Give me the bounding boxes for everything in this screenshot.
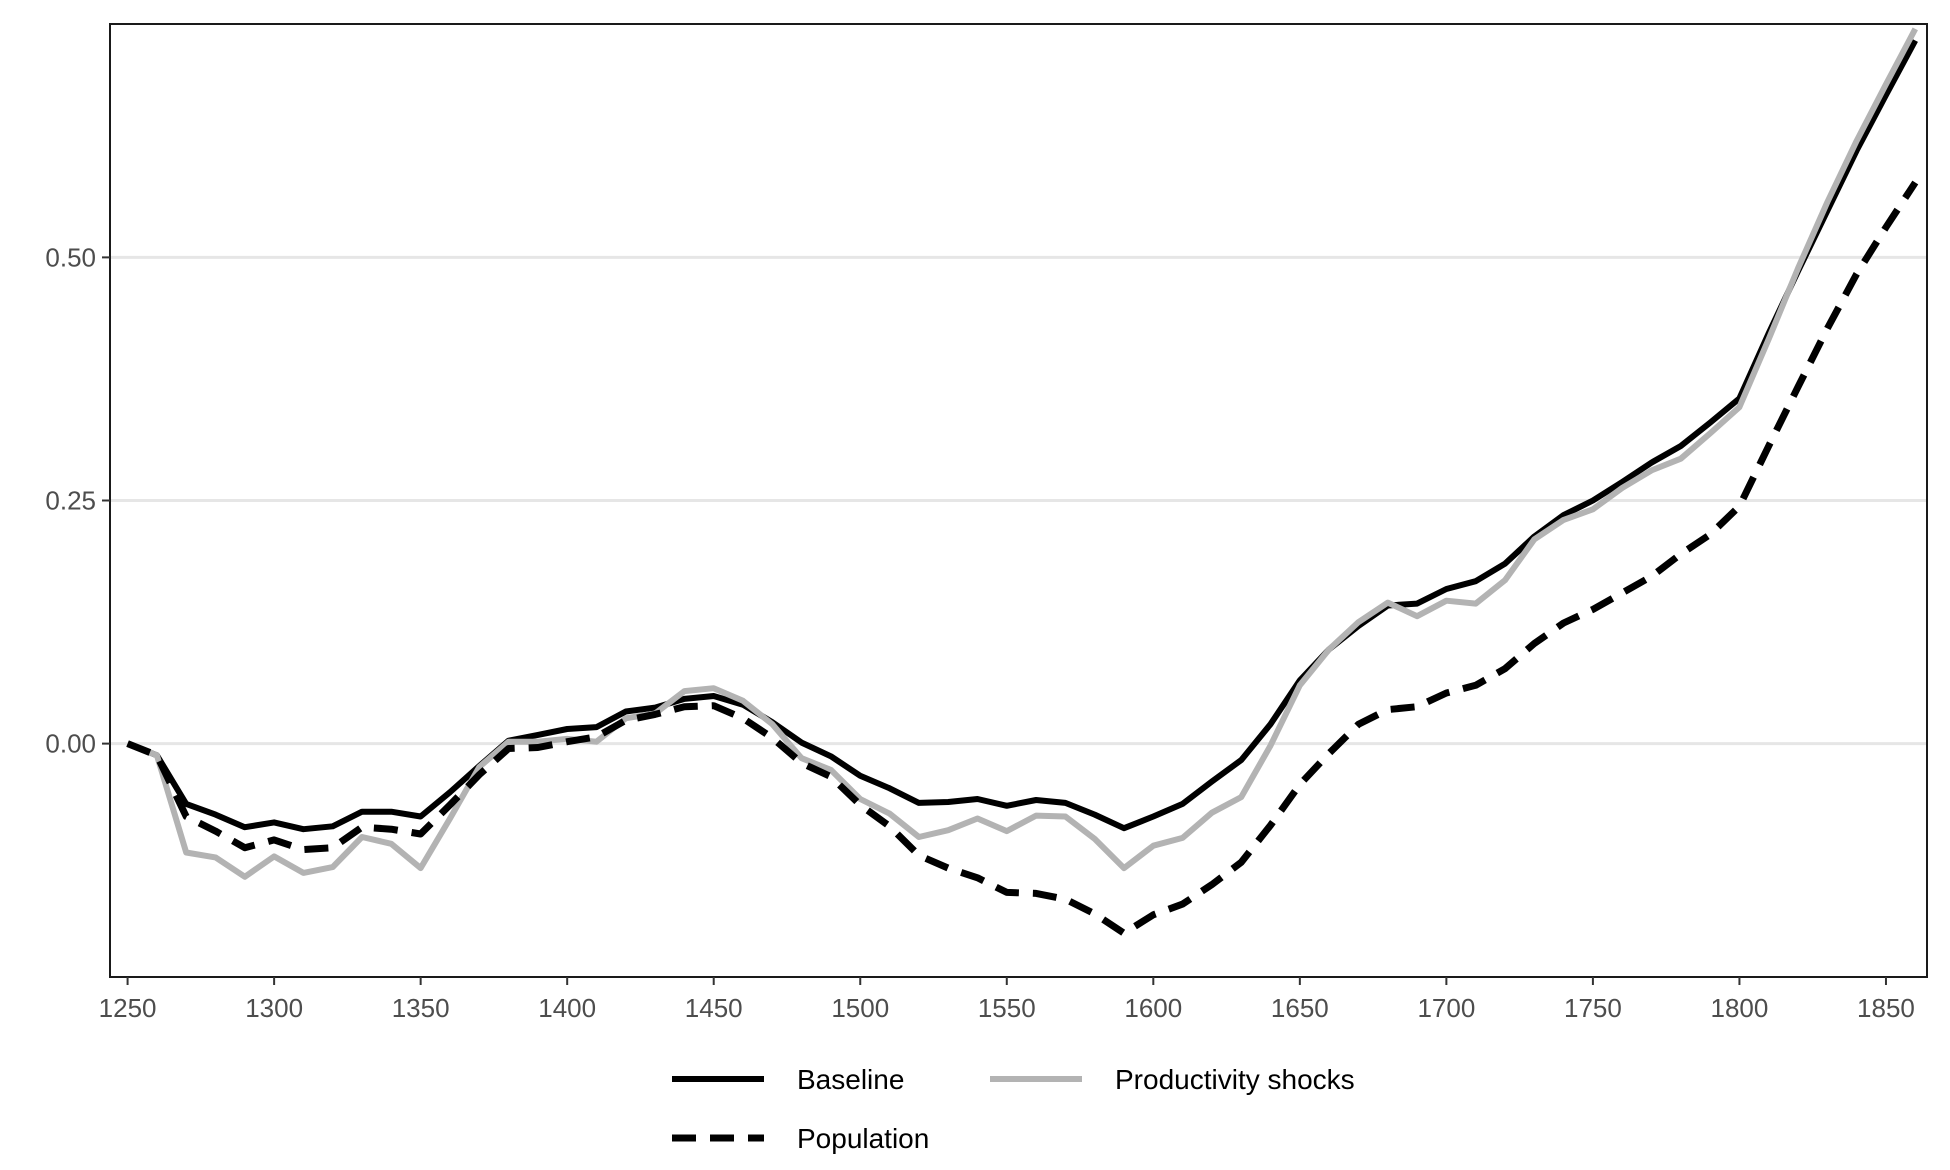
x-tick-label: 1650: [1271, 993, 1329, 1023]
x-tick-label: 1700: [1417, 993, 1475, 1023]
x-tick-label: 1850: [1857, 993, 1915, 1023]
x-tick-label: 1750: [1564, 993, 1622, 1023]
x-tick-label: 1550: [978, 993, 1036, 1023]
axes: 0.00 0.25 0.50 1250 1300 1350 1400 1450 1500 1550…: [45, 242, 1915, 1023]
x-tick-label: 1300: [245, 993, 303, 1023]
gridlines: [110, 255, 1927, 746]
series-line-baseline: [126, 39, 1918, 833]
legend-label: Baseline: [797, 1064, 904, 1095]
series-line-productivity-shocks: [126, 27, 1918, 880]
x-tick-label: 1500: [831, 993, 889, 1023]
x-tick-label: 1350: [392, 993, 450, 1023]
legend-label: Population: [797, 1123, 929, 1154]
x-tick-label: 1400: [538, 993, 596, 1023]
legend-label: Productivity shocks: [1115, 1064, 1355, 1095]
y-tick-label: 0.25: [45, 486, 96, 516]
x-tick-label: 1800: [1711, 993, 1769, 1023]
series-line-population: [126, 180, 1919, 937]
y-tick-label: 0.00: [45, 729, 96, 759]
x-tick-label: 1450: [685, 993, 743, 1023]
legend: Baseline Productivity shocks Population: [672, 1064, 1355, 1154]
x-tick-label: 1600: [1124, 993, 1182, 1023]
y-tick-label: 0.50: [45, 242, 96, 272]
series-lines: [126, 27, 1919, 937]
x-tick-label: 1250: [99, 993, 157, 1023]
